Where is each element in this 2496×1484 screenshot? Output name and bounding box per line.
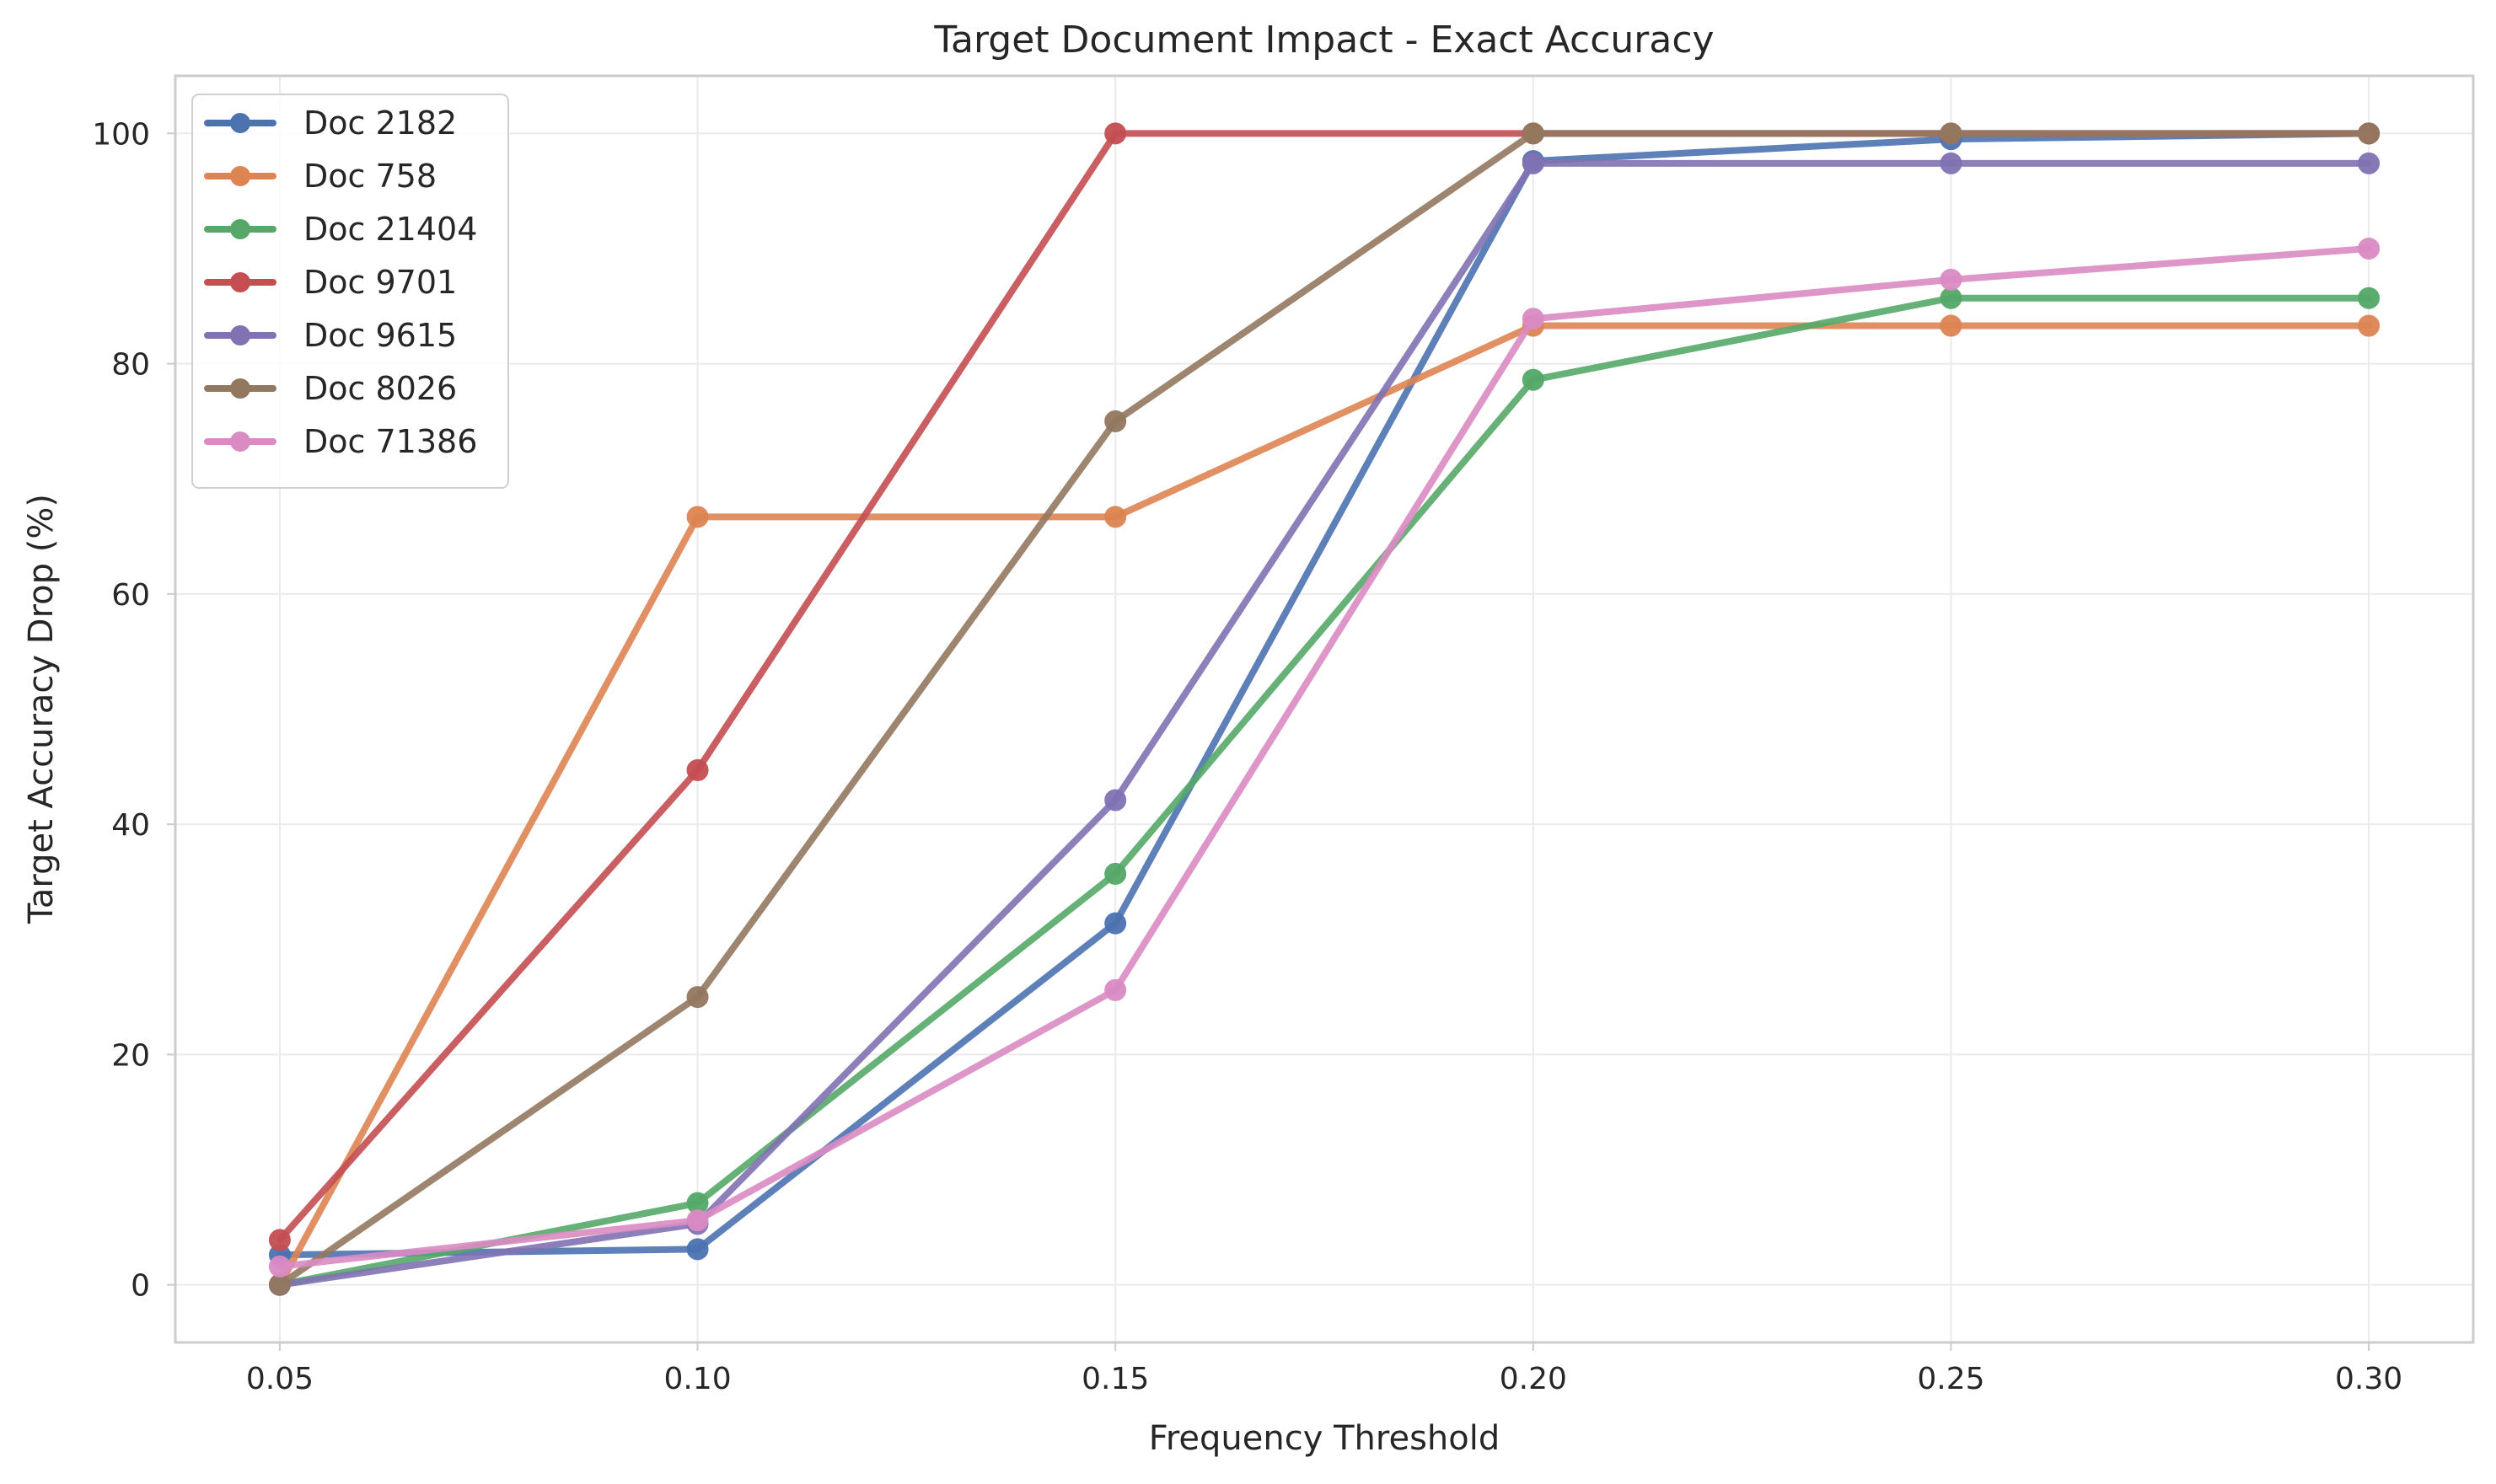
legend-swatch-marker — [230, 325, 250, 346]
series-layer — [268, 122, 2381, 1296]
data-point — [268, 1273, 291, 1296]
x-axis-label: Frequency Threshold — [1149, 1419, 1500, 1458]
data-point — [686, 506, 709, 528]
data-point — [1522, 122, 1544, 145]
data-point — [686, 1238, 709, 1261]
y-tick-label: 20 — [111, 1038, 150, 1073]
series-line — [276, 159, 2373, 1288]
data-point — [1940, 314, 1962, 337]
x-tick-label: 0.25 — [1917, 1362, 1984, 1396]
data-point — [686, 758, 709, 781]
legend-label: Doc 9701 — [303, 264, 457, 301]
data-point — [1104, 506, 1127, 528]
data-point — [1522, 308, 1544, 330]
legend-swatch-marker — [230, 272, 250, 292]
series-line — [276, 322, 2373, 1288]
data-point — [268, 1255, 291, 1278]
legend-item: Doc 9615 — [204, 317, 457, 354]
legend-label: Doc 2182 — [303, 104, 457, 142]
legend-swatch-marker — [230, 431, 250, 452]
data-point — [1940, 268, 1962, 291]
data-point — [268, 1229, 291, 1251]
legend-swatch-marker — [230, 113, 250, 133]
x-tick-label: 0.20 — [1500, 1362, 1567, 1396]
y-tick-label: 80 — [111, 348, 150, 383]
series-line — [276, 294, 2373, 1288]
legend-label: Doc 21404 — [303, 211, 477, 248]
data-point — [686, 1209, 709, 1232]
data-point — [2358, 287, 2381, 309]
grid — [175, 76, 2473, 1342]
y-axis-label: Target Accuracy Drop (%) — [22, 494, 61, 924]
legend-item: Doc 8026 — [204, 370, 457, 407]
data-point — [2358, 122, 2381, 145]
series-doc-758 — [268, 314, 2381, 1296]
data-point — [1104, 978, 1127, 1001]
data-point — [1104, 789, 1127, 812]
y-tick-label: 100 — [92, 117, 150, 152]
legend-swatch-marker — [230, 166, 250, 186]
data-point — [1940, 287, 1962, 309]
legend: Doc 2182 Doc 758 Doc 21404 Doc 9701 Doc 9615… — [191, 94, 509, 489]
data-point — [2358, 152, 2381, 174]
y-tick-label: 40 — [111, 808, 150, 843]
x-tick-label: 0.15 — [1082, 1362, 1149, 1396]
data-point — [686, 986, 709, 1009]
series-line — [276, 130, 2373, 1288]
ticks: 0.05 0.10 0.15 0.20 0.25 0.30 0 20 40 60 80 100 — [92, 117, 2402, 1396]
legend-item: Doc 21404 — [204, 211, 477, 248]
data-point — [1104, 862, 1127, 885]
series-doc-71386 — [268, 237, 2381, 1278]
legend-item: Doc 71386 — [204, 423, 477, 460]
legend-label: Doc 758 — [303, 158, 437, 195]
plot-frame — [174, 74, 2475, 1344]
legend-item: Doc 9701 — [204, 264, 457, 301]
x-tick-label: 0.05 — [246, 1362, 314, 1396]
series-doc-21404 — [268, 287, 2381, 1296]
data-point — [1104, 912, 1127, 935]
data-point — [1104, 122, 1127, 145]
series-doc-2182 — [268, 122, 2381, 1267]
legend-label: Doc 9615 — [303, 317, 457, 354]
data-point — [2358, 237, 2381, 260]
data-point — [1940, 152, 1962, 174]
data-point — [1522, 368, 1544, 391]
series-line — [276, 244, 2373, 1270]
y-tick-label: 60 — [111, 578, 150, 613]
legend-label: Doc 8026 — [303, 370, 457, 407]
data-point — [2358, 314, 2381, 337]
legend-swatch-marker — [230, 378, 250, 399]
chart-title: Target Document Impact - Exact Accuracy — [933, 19, 1714, 62]
data-point — [1104, 410, 1127, 432]
legend-item: Doc 2182 — [204, 104, 457, 142]
series-doc-8026 — [268, 122, 2381, 1296]
x-tick-label: 0.10 — [663, 1362, 731, 1396]
legend-swatch-marker — [230, 219, 250, 239]
y-tick-label: 0 — [131, 1269, 150, 1304]
series-line — [276, 130, 2373, 1259]
x-tick-label: 0.30 — [2335, 1362, 2402, 1396]
series-doc-9701 — [268, 122, 2381, 1251]
legend-item: Doc 758 — [204, 158, 437, 195]
data-point — [1940, 122, 1962, 145]
legend-label: Doc 71386 — [303, 423, 477, 460]
data-point — [1522, 152, 1544, 174]
